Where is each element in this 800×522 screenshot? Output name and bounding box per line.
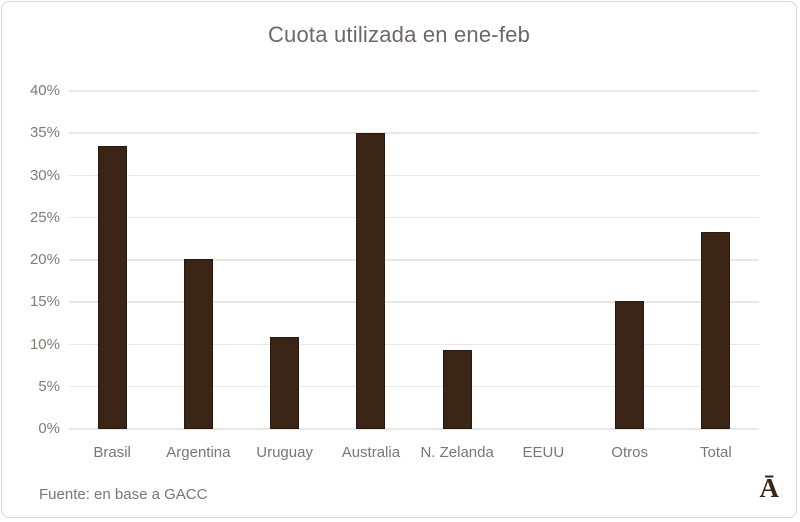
gridline-10%	[69, 343, 759, 345]
y-tick-label: 35%	[29, 124, 60, 142]
bar-slot-australia	[328, 91, 414, 429]
gridline-25%	[69, 216, 759, 219]
bar-slot-otros	[587, 91, 673, 429]
bar-slot-argentina	[155, 91, 241, 429]
gridline-15%	[69, 301, 759, 303]
x-tick-label: EEUU	[522, 444, 565, 461]
brand-logo-icon: Ā	[759, 473, 780, 503]
bar-uruguay	[270, 336, 300, 429]
bar-total	[701, 232, 731, 429]
y-tick-label: 0%	[38, 420, 60, 437]
x-tick-label: Argentina	[166, 444, 231, 461]
bar-slot-uruguay	[242, 91, 328, 429]
y-tick-label: 5%	[38, 377, 60, 395]
x-tick-label: N. Zelanda	[420, 444, 494, 461]
gridline-20%	[69, 259, 759, 261]
bar-brasil	[97, 145, 127, 429]
y-tick-label: 10%	[29, 335, 60, 353]
y-tick-label: 25%	[29, 208, 60, 226]
x-tick-label: Brasil	[93, 444, 131, 461]
source-note: Fuente: en base a GACC	[39, 486, 208, 503]
bar-argentina	[183, 259, 213, 429]
plot-area	[69, 90, 759, 430]
gridline-35%	[69, 132, 759, 134]
gridline-5%	[69, 385, 759, 388]
y-tick-label: 30%	[29, 166, 60, 184]
y-tick-label: 15%	[29, 293, 60, 311]
chart-title: Cuota utilizada en ene-feb	[267, 22, 531, 47]
bar-australia	[356, 133, 386, 429]
x-tick-label: Otros	[611, 444, 648, 461]
bar-slot-eeuu	[500, 91, 586, 429]
y-tick-label: 40%	[29, 82, 60, 99]
x-axis-labels: Brasil Argentina Uruguay Australia N. Zeland…	[69, 444, 759, 461]
gridline-30%	[69, 174, 759, 176]
y-tick-label: 20%	[29, 251, 60, 268]
bar-otros	[615, 300, 645, 429]
bar-slot-total	[673, 91, 759, 429]
x-tick-label: Australia	[341, 444, 401, 461]
x-tick-label: Uruguay	[256, 444, 313, 461]
x-tick-label: Total	[700, 444, 732, 461]
bar-n-zelanda	[442, 350, 472, 429]
gridline-0%	[69, 428, 759, 430]
gridline-40%	[69, 90, 759, 92]
bar-slot-brasil	[69, 91, 155, 429]
bar-slot-n-zelanda	[414, 91, 500, 429]
bars-container	[69, 91, 759, 429]
